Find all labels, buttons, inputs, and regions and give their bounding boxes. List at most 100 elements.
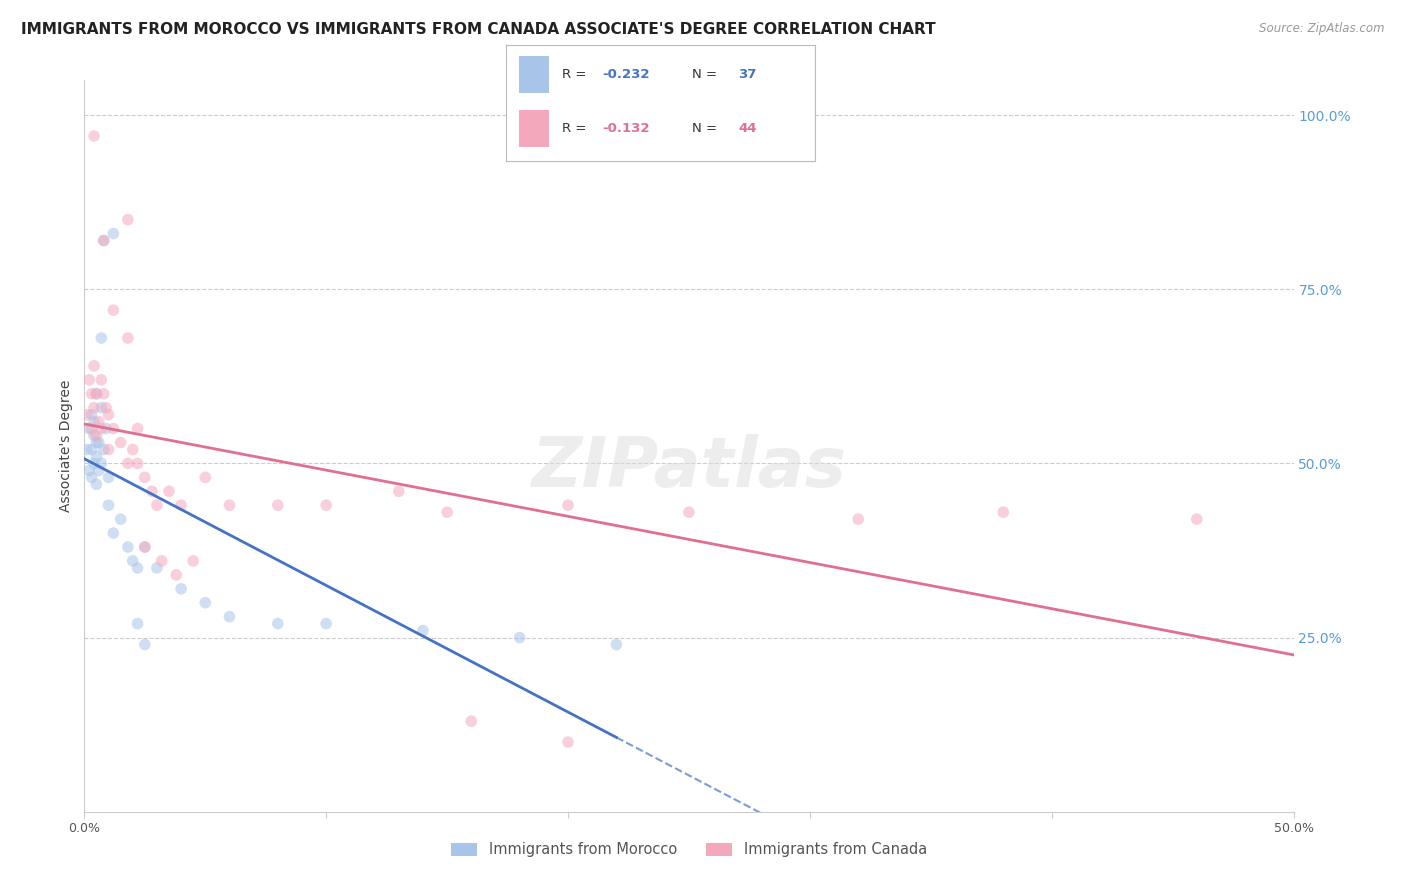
Point: [993, 505, 1015, 519]
Point: [460, 714, 482, 728]
Point: [90, 421, 112, 435]
Point: [267, 616, 290, 631]
Text: -0.132: -0.132: [602, 121, 650, 135]
Text: R =: R =: [562, 69, 591, 81]
Point: [94, 421, 117, 435]
Point: [77, 421, 100, 435]
Point: [165, 567, 187, 582]
Point: [117, 457, 139, 471]
Point: [83, 428, 105, 442]
Point: [80, 470, 103, 484]
Point: [218, 609, 240, 624]
Point: [103, 421, 125, 435]
Point: [110, 435, 132, 450]
Legend: Immigrants from Morocco, Immigrants from Canada: Immigrants from Morocco, Immigrants from…: [444, 837, 934, 863]
Point: [83, 128, 105, 143]
Point: [117, 540, 139, 554]
Point: [103, 227, 125, 241]
Text: R =: R =: [562, 121, 591, 135]
Point: [1185, 512, 1208, 526]
Point: [80, 442, 103, 457]
Point: [83, 359, 105, 373]
Text: IMMIGRANTS FROM MOROCCO VS IMMIGRANTS FROM CANADA ASSOCIATE'S DEGREE CORRELATION: IMMIGRANTS FROM MOROCCO VS IMMIGRANTS FR…: [21, 22, 936, 37]
Point: [146, 561, 169, 575]
Point: [86, 477, 108, 491]
Point: [127, 616, 149, 631]
Point: [267, 498, 290, 512]
Point: [117, 331, 139, 345]
Point: [170, 498, 193, 512]
Point: [121, 554, 143, 568]
Point: [86, 428, 108, 442]
Point: [557, 498, 579, 512]
FancyBboxPatch shape: [519, 56, 550, 94]
Point: [146, 498, 169, 512]
Text: -0.232: -0.232: [602, 69, 650, 81]
Point: [93, 442, 115, 457]
Point: [194, 470, 217, 484]
Point: [170, 582, 193, 596]
Point: [80, 408, 103, 422]
Point: [83, 457, 105, 471]
Point: [509, 631, 531, 645]
Point: [83, 415, 105, 429]
Point: [127, 457, 149, 471]
Point: [127, 561, 149, 575]
Text: 37: 37: [738, 69, 756, 81]
Text: Source: ZipAtlas.com: Source: ZipAtlas.com: [1260, 22, 1385, 36]
Point: [134, 470, 156, 484]
Y-axis label: Associate's Degree: Associate's Degree: [59, 380, 73, 512]
Point: [97, 470, 120, 484]
Point: [97, 498, 120, 512]
Point: [846, 512, 869, 526]
Point: [86, 386, 108, 401]
Point: [86, 435, 108, 450]
Point: [90, 401, 112, 415]
FancyBboxPatch shape: [519, 110, 550, 146]
Point: [388, 484, 411, 499]
Point: [97, 442, 120, 457]
Point: [117, 212, 139, 227]
Point: [194, 596, 217, 610]
Point: [87, 435, 110, 450]
Point: [93, 234, 115, 248]
Point: [93, 234, 115, 248]
Point: [103, 526, 125, 541]
Point: [80, 386, 103, 401]
Point: [157, 484, 180, 499]
Point: [127, 421, 149, 435]
Point: [87, 463, 110, 477]
Point: [94, 401, 117, 415]
Point: [97, 408, 120, 422]
Point: [103, 303, 125, 318]
Point: [218, 498, 240, 512]
Point: [77, 373, 100, 387]
Point: [150, 554, 173, 568]
Point: [83, 401, 105, 415]
Point: [110, 512, 132, 526]
Point: [412, 624, 434, 638]
Text: N =: N =: [692, 121, 721, 135]
Point: [90, 457, 112, 471]
Point: [678, 505, 700, 519]
Point: [134, 540, 156, 554]
Text: ZIPatlas: ZIPatlas: [531, 434, 846, 501]
Point: [77, 463, 100, 477]
Point: [134, 540, 156, 554]
Point: [315, 498, 337, 512]
Point: [86, 386, 108, 401]
Text: N =: N =: [692, 69, 721, 81]
Point: [93, 386, 115, 401]
Point: [605, 638, 627, 652]
Point: [76, 442, 98, 457]
Point: [90, 331, 112, 345]
Point: [121, 442, 143, 457]
Point: [141, 484, 163, 499]
Point: [76, 408, 98, 422]
Point: [80, 421, 103, 435]
Point: [557, 735, 579, 749]
Point: [315, 616, 337, 631]
Point: [181, 554, 204, 568]
Point: [134, 638, 156, 652]
Point: [436, 505, 458, 519]
